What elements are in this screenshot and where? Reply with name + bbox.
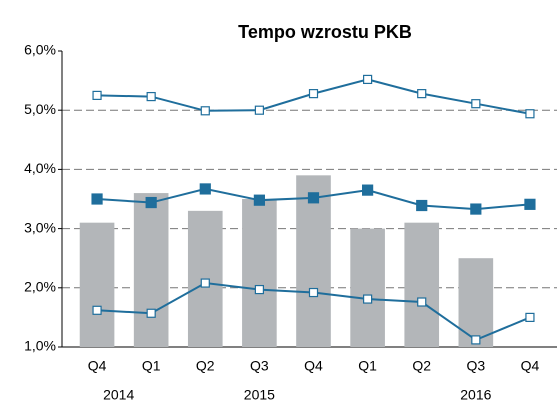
x-group-label: 2015 — [244, 387, 275, 403]
marker — [363, 74, 373, 85]
marker — [254, 105, 264, 115]
marker — [92, 305, 102, 315]
x-tick-label: Q4 — [521, 358, 540, 374]
marker — [471, 335, 481, 345]
marker — [416, 199, 428, 212]
marker — [525, 109, 535, 119]
marker — [417, 89, 427, 99]
marker — [146, 308, 156, 318]
marker — [91, 193, 103, 205]
chart-title: Tempo wzrostu PKB — [238, 22, 412, 42]
x-tick-label: Q1 — [142, 358, 161, 374]
marker — [200, 106, 210, 116]
bar — [296, 175, 331, 347]
y-tick-label: 3,0% — [24, 219, 56, 235]
x-tick-label: Q3 — [250, 358, 269, 374]
y-tick-label: 5,0% — [24, 101, 56, 117]
bar — [79, 222, 115, 347]
marker — [471, 99, 481, 109]
marker — [524, 198, 536, 210]
marker — [362, 184, 374, 196]
marker — [308, 89, 319, 99]
marker — [199, 183, 211, 195]
x-tick-label: Q1 — [358, 358, 377, 374]
marker — [308, 287, 319, 298]
marker — [146, 91, 156, 102]
y-tick-label: 6,0% — [24, 42, 56, 58]
marker — [307, 192, 320, 204]
x-tick-label: Q2 — [412, 358, 431, 374]
marker — [92, 90, 102, 101]
bar — [242, 199, 277, 347]
x-tick-label: Q2 — [196, 358, 215, 374]
x-group-label: 2016 — [460, 387, 491, 403]
x-tick-label: Q3 — [466, 358, 485, 374]
x-tick-label: Q4 — [304, 358, 323, 374]
y-tick-label: 2,0% — [24, 279, 56, 295]
bar — [404, 222, 440, 347]
bar — [133, 193, 169, 347]
bar — [350, 228, 385, 347]
marker — [470, 203, 482, 215]
y-tick-label: 4,0% — [24, 160, 56, 176]
bar — [458, 258, 494, 347]
y-tick-label: 1,0% — [24, 338, 56, 354]
marker — [417, 297, 427, 307]
marker — [200, 278, 210, 288]
x-tick-label: Q4 — [88, 358, 107, 374]
marker — [254, 284, 264, 295]
marker — [145, 196, 157, 209]
marker — [253, 194, 265, 206]
marker — [525, 312, 535, 322]
x-group-label: 2014 — [103, 387, 134, 403]
marker — [363, 294, 373, 304]
